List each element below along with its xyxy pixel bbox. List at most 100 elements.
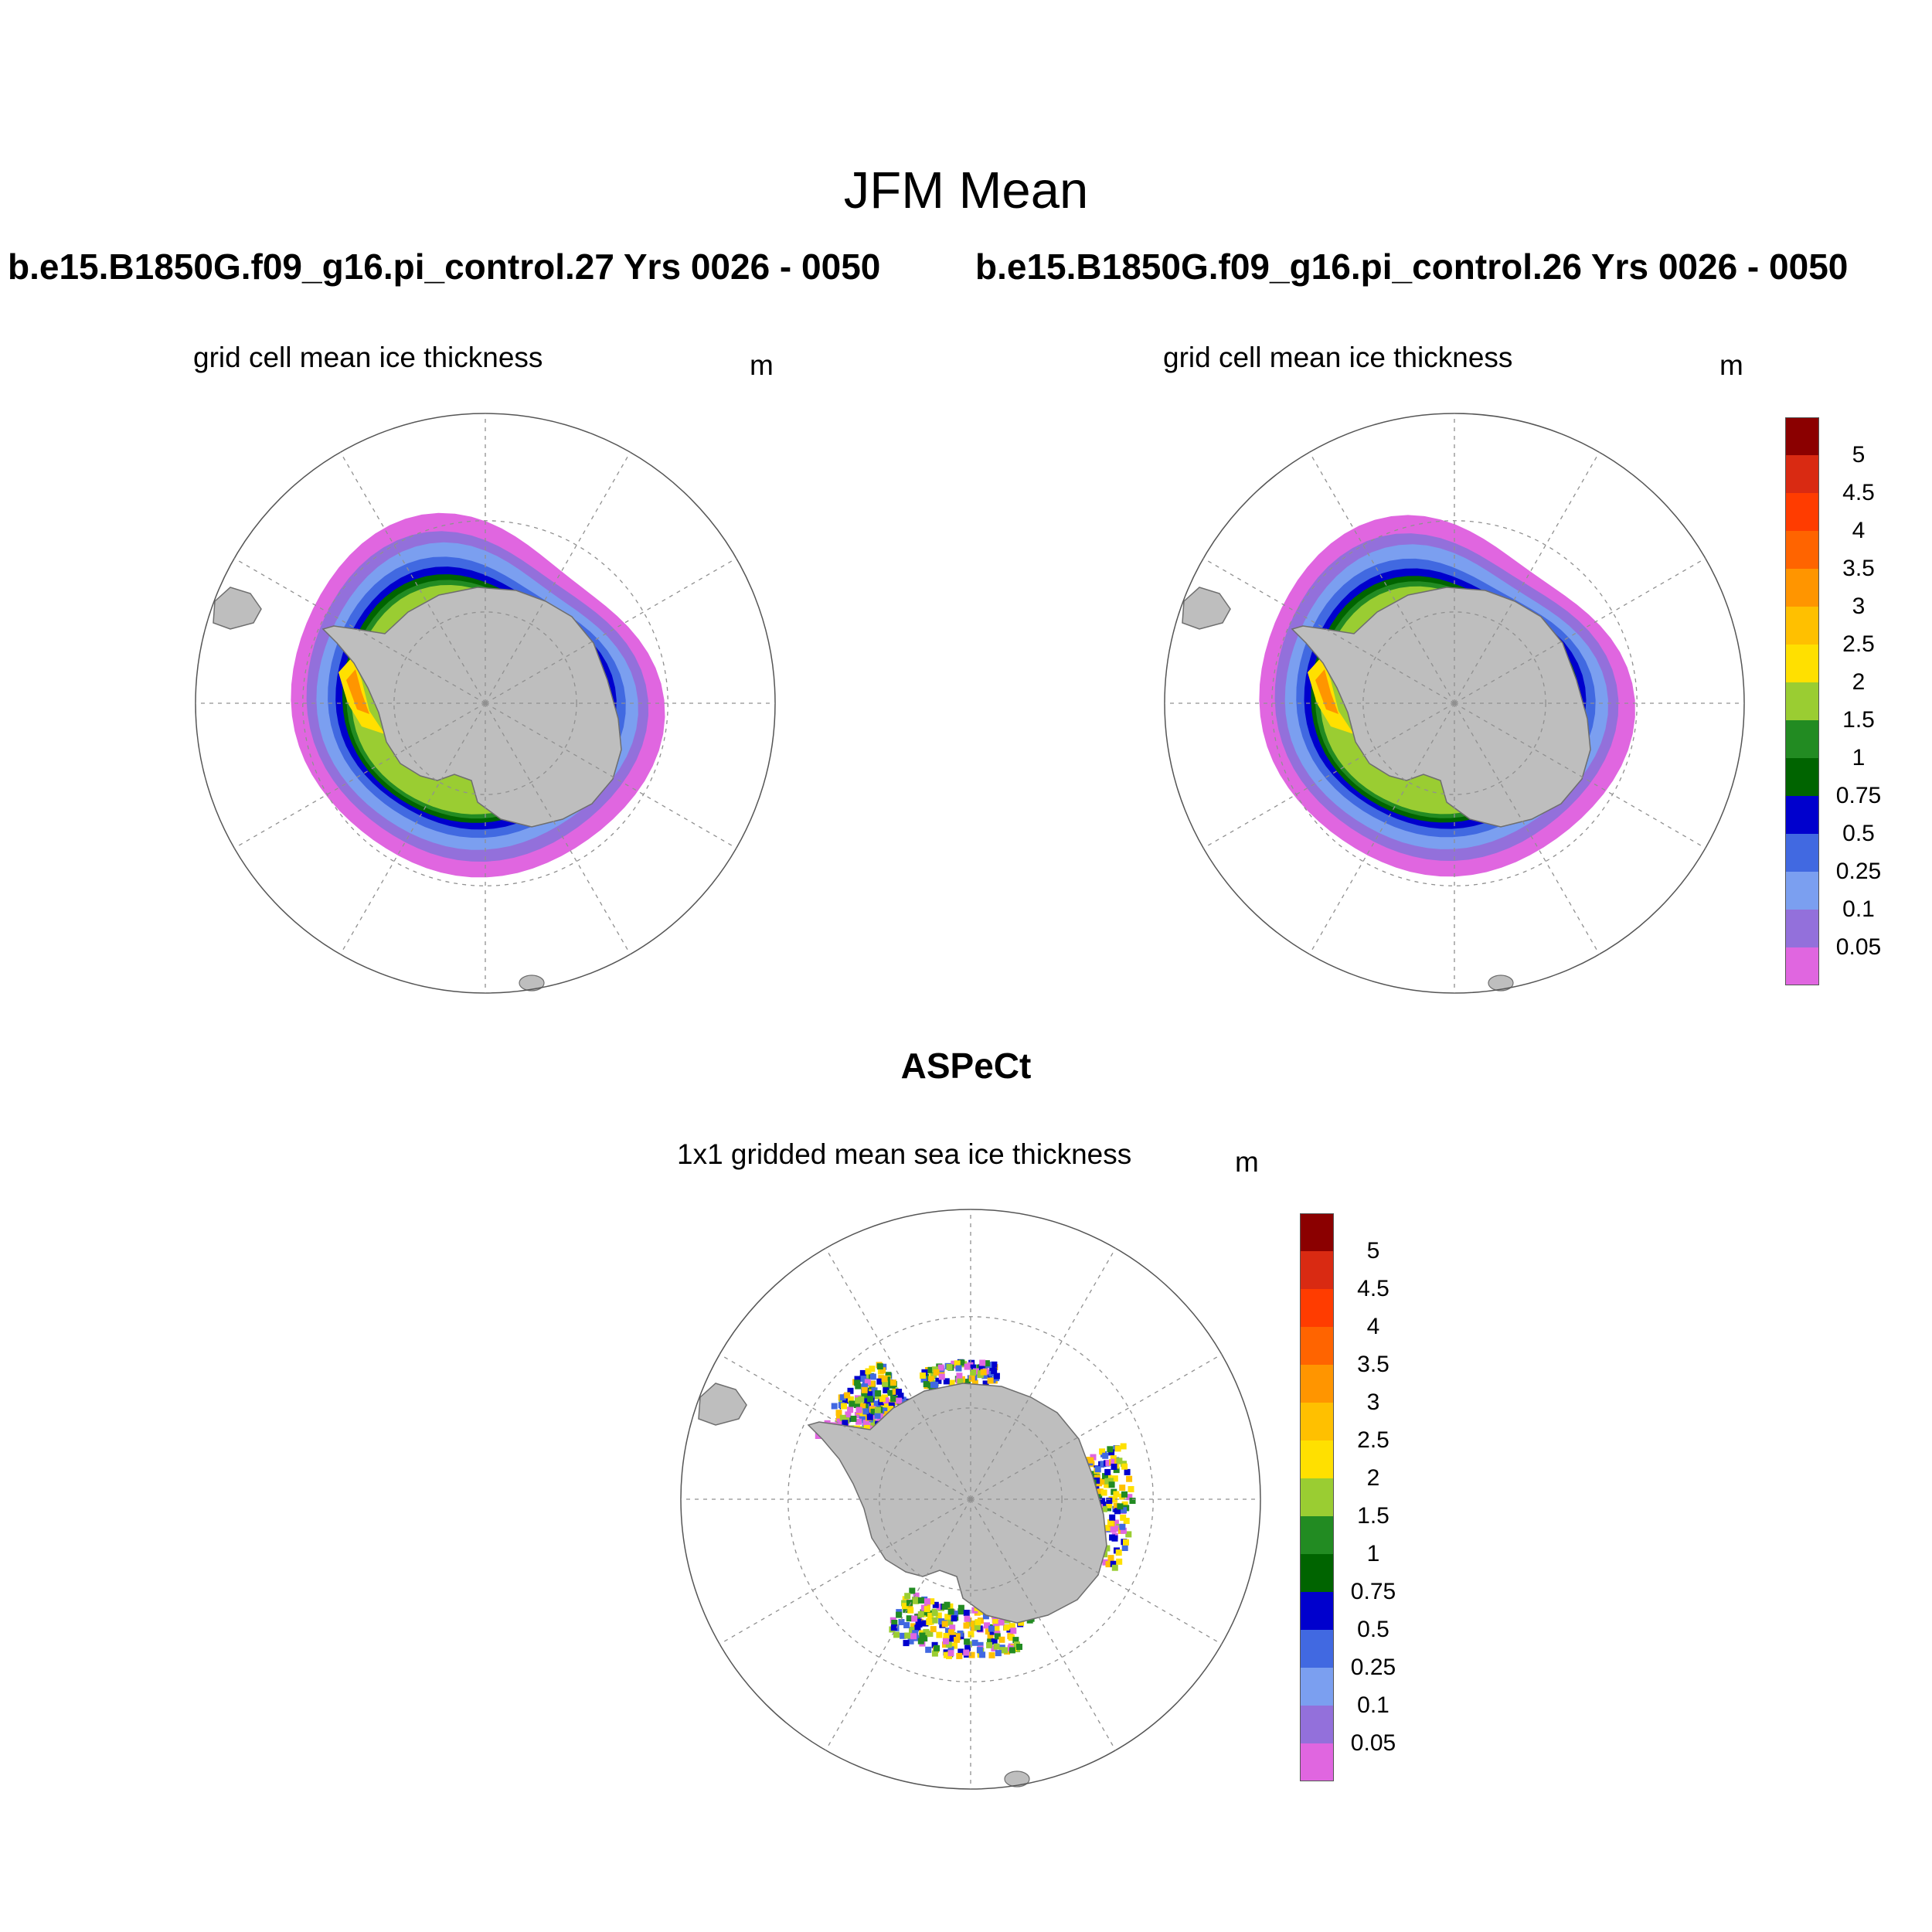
colorbar-swatch (1300, 1668, 1334, 1706)
observation-cell (954, 1636, 960, 1643)
latitude-line (393, 611, 577, 795)
observation-cell (923, 1381, 930, 1388)
observation-cell (917, 1611, 924, 1617)
colorbar-swatch (1785, 455, 1819, 493)
observation-cell (955, 1365, 962, 1372)
colorbar-swatch (1300, 1213, 1334, 1251)
observation-cell (910, 1633, 917, 1640)
observation-cell (888, 1402, 895, 1409)
panel-2-unit: m (1719, 349, 1743, 381)
observation-cell (991, 1361, 998, 1368)
observation-cell (944, 1614, 951, 1621)
longitude-line (233, 702, 486, 849)
observation-cell (1111, 1475, 1118, 1482)
observation-cell (1104, 1468, 1111, 1475)
observation-cell (847, 1387, 854, 1394)
colorbar-swatch (1300, 1743, 1334, 1781)
observation-cell (988, 1625, 995, 1632)
observation-cell (932, 1601, 939, 1608)
observation-cell (883, 1397, 889, 1404)
observation-cell (947, 1608, 954, 1615)
observation-cell (1102, 1452, 1109, 1459)
longitude-line (1454, 557, 1706, 704)
colorbar-label: 3.5 (1357, 1352, 1389, 1377)
observation-cell (892, 1388, 899, 1395)
observation-cell (839, 1414, 846, 1421)
observation-cell (1114, 1508, 1121, 1515)
observation-cell (989, 1364, 996, 1371)
observation-cell (897, 1393, 904, 1400)
longitude-line (1454, 702, 1706, 849)
observation-cell (1100, 1489, 1107, 1496)
observation-cell (853, 1402, 860, 1408)
observation-cell (913, 1634, 920, 1641)
observation-cell (1121, 1545, 1128, 1551)
observation-cell (914, 1624, 921, 1631)
colorbar-swatch (1785, 834, 1819, 872)
observation-cell (979, 1359, 986, 1366)
observation-cell (1124, 1468, 1131, 1475)
observation-cell (1115, 1549, 1122, 1556)
colorbar-swatch (1300, 1554, 1334, 1592)
observation-cell (854, 1376, 861, 1383)
observation-cell (1087, 1457, 1094, 1464)
observation-cell (1116, 1458, 1123, 1464)
observation-cell (970, 1364, 976, 1371)
observation-cell (903, 1622, 910, 1628)
observation-cell (917, 1597, 924, 1604)
observation-cell (912, 1630, 919, 1637)
longitude-line (970, 1353, 1223, 1500)
observation-cell (927, 1366, 934, 1373)
observation-cell (977, 1608, 984, 1615)
observation-cell (956, 1652, 963, 1659)
colorbar-label: 3.5 (1842, 556, 1875, 581)
observation-cell (979, 1651, 986, 1658)
observation-cell (902, 1596, 909, 1603)
observation-cell (871, 1387, 878, 1394)
observation-cell (906, 1615, 913, 1622)
colorbar-swatch (1300, 1630, 1334, 1668)
observation-cell (1111, 1535, 1118, 1542)
observation-cell (878, 1375, 885, 1382)
observation-cell (915, 1618, 922, 1625)
observation-cell (898, 1619, 905, 1625)
observation-cell (831, 1403, 838, 1410)
panel-2-run-title: b.e15.B1850G.f09_g16.pi_control.26 Yrs 0… (975, 247, 1849, 287)
observation-cell (862, 1420, 869, 1427)
observation-cell (986, 1641, 993, 1648)
colorbar-swatch (1785, 607, 1819, 645)
colorbar-swatch (1300, 1251, 1334, 1289)
observation-cell (971, 1639, 978, 1646)
observation-cell (847, 1406, 854, 1413)
observation-cell (993, 1372, 1000, 1379)
observation-cell (854, 1379, 861, 1386)
observation-cell (1110, 1526, 1117, 1533)
observation-cell (887, 1406, 894, 1413)
observation-cell (855, 1406, 862, 1413)
observation-cell (1116, 1523, 1123, 1530)
observation-cell (1126, 1475, 1133, 1482)
observation-cell (1090, 1471, 1097, 1478)
observation-cell (883, 1407, 889, 1414)
observation-cell (1123, 1518, 1130, 1524)
observation-cell (991, 1638, 998, 1645)
observation-cell (1113, 1467, 1120, 1474)
longitude-line (339, 702, 486, 955)
observation-cell (1104, 1525, 1111, 1532)
colorbar-swatch (1785, 947, 1819, 985)
observation-cell (982, 1380, 989, 1387)
panel-3-subtitle: 1x1 gridded mean sea ice thickness (677, 1138, 1132, 1170)
colorbar-label: 0.05 (1350, 1730, 1396, 1756)
observation-cell (968, 1375, 975, 1382)
observation-cell (984, 1622, 990, 1629)
observation-cell (883, 1401, 890, 1408)
observation-cell (847, 1396, 854, 1403)
observation-cell (938, 1618, 945, 1625)
observation-cell (1116, 1558, 1123, 1565)
observation-cell (869, 1373, 876, 1380)
observation-cell (870, 1408, 877, 1415)
colorbar-label: 2.5 (1357, 1427, 1389, 1453)
colorbar-label: 3 (1366, 1389, 1380, 1415)
panel-1-unit: m (750, 349, 774, 381)
observation-cell (951, 1360, 957, 1367)
